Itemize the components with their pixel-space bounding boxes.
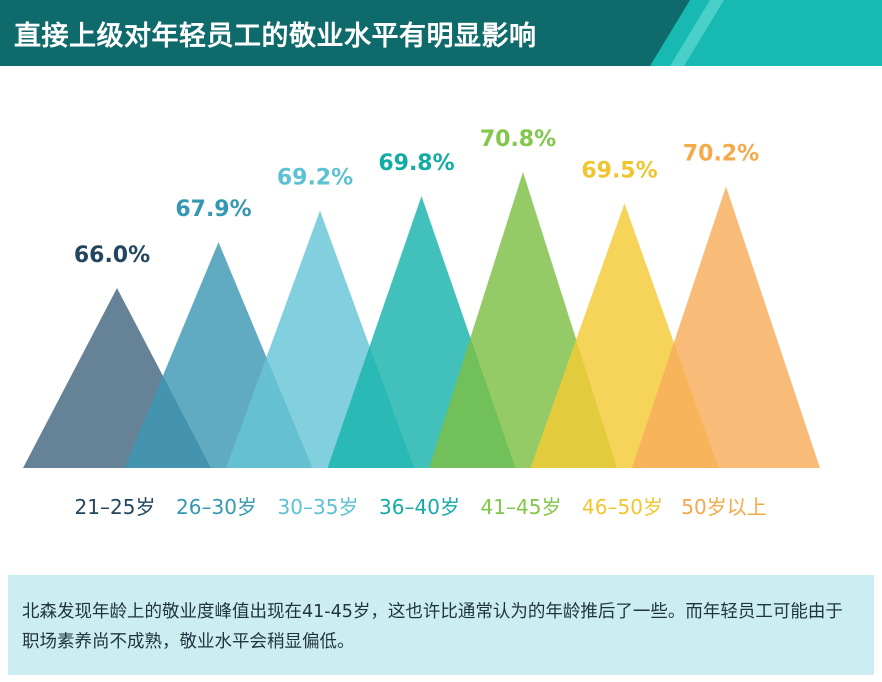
category-label: 50岁以上: [681, 495, 766, 519]
data-label: 69.2%: [277, 166, 353, 191]
data-label: 69.8%: [378, 151, 454, 176]
page-title: 直接上级对年轻员工的敬业水平有明显影响: [14, 21, 537, 52]
header-stripe: [670, 0, 724, 66]
data-label: 69.5%: [581, 158, 657, 183]
summary-note: 北森发现年龄上的敬业度峰值出现在41-45岁，这也许比通常认为的年龄推后了一些。…: [8, 575, 874, 675]
category-label: 30–35岁: [278, 495, 359, 519]
data-label: 67.9%: [175, 197, 251, 222]
data-label: 66.0%: [74, 243, 150, 268]
summary-note-text: 北森发现年龄上的敬业度峰值出现在41-45岁，这也许比通常认为的年龄推后了一些。…: [22, 602, 843, 652]
mountain-peak: [632, 186, 820, 468]
category-label: 26–30岁: [176, 495, 257, 519]
category-label: 41–45岁: [481, 495, 562, 519]
data-label: 70.2%: [683, 142, 759, 167]
mountain-chart: 66.0% 21–25岁 67.9% 26–30岁 69.2% 30–35岁 69.8% 36…: [23, 127, 820, 519]
category-label: 36–40岁: [379, 495, 460, 519]
category-label: 46–50岁: [582, 495, 663, 519]
mountain-marks: [23, 172, 820, 468]
data-label: 70.8%: [480, 127, 556, 152]
header-main-band: [0, 0, 690, 66]
category-label: 21–25岁: [75, 495, 156, 519]
header-band: [0, 0, 882, 66]
